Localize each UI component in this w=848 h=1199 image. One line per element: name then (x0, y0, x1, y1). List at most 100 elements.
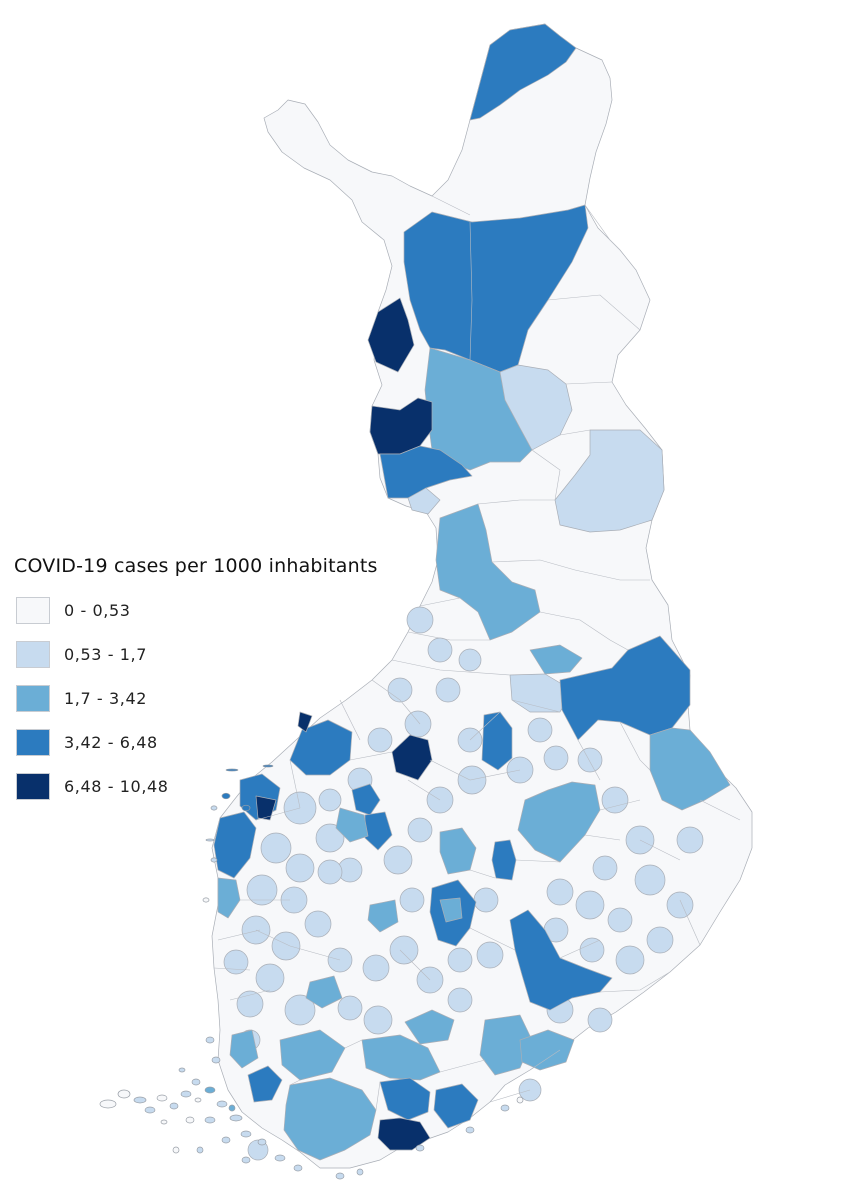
legend-swatch (16, 728, 50, 756)
island (194, 1097, 202, 1103)
municipality-region (236, 990, 264, 1018)
municipality-border (565, 381, 613, 385)
municipality-border (289, 759, 301, 809)
municipality-border (577, 739, 601, 781)
municipality-border (339, 699, 361, 741)
legend-item-class-4: 3,42 - 6,48 (14, 720, 414, 764)
municipality-region (318, 788, 342, 812)
municipality-region (491, 839, 517, 881)
municipality-region (317, 859, 343, 885)
municipality-region (399, 887, 425, 913)
municipality-region (351, 783, 381, 816)
island (262, 764, 274, 768)
municipality-region (646, 926, 674, 954)
municipality-region (403, 204, 589, 373)
municipality-border (371, 679, 421, 725)
island (240, 1130, 252, 1138)
map-legend: COVID-19 cases per 1000 inhabitants 0 - … (14, 553, 414, 808)
legend-swatch (16, 640, 50, 668)
municipality-region (666, 891, 694, 919)
municipality-region (447, 947, 473, 973)
island (160, 1119, 168, 1125)
legend-swatch (16, 596, 50, 624)
municipality-region (607, 907, 633, 933)
island (516, 1096, 524, 1104)
municipality-border (531, 449, 561, 501)
municipality-region (247, 1065, 283, 1103)
municipality-region (407, 817, 433, 843)
municipality-region (246, 874, 278, 906)
municipality-region (479, 1014, 533, 1076)
municipality-border (469, 221, 473, 361)
municipality-region (435, 503, 541, 641)
legend-swatch (16, 684, 50, 712)
municipality-region (255, 963, 285, 993)
municipality-border (407, 631, 490, 641)
municipality-border (407, 779, 441, 801)
island (210, 857, 218, 863)
municipality-border (699, 799, 741, 821)
island (500, 1104, 510, 1112)
municipality-borders (213, 195, 741, 1111)
municipality-region (592, 855, 618, 881)
island (196, 1146, 204, 1154)
municipality-border (391, 659, 511, 676)
municipality-region (404, 1009, 455, 1045)
legend-label: 0 - 0,53 (64, 600, 131, 620)
island (211, 1056, 221, 1064)
municipality-border (431, 195, 471, 216)
municipality-region (439, 897, 463, 923)
municipality-region (363, 1005, 393, 1035)
municipality-border (679, 899, 701, 946)
municipality-region (213, 811, 257, 879)
municipality-region (427, 637, 453, 663)
municipality-border (439, 1059, 486, 1073)
island (117, 1089, 131, 1099)
municipality-region (649, 727, 731, 811)
municipality-region (529, 644, 583, 675)
municipality-border (539, 611, 629, 651)
municipality-region (279, 1029, 346, 1081)
municipality-border (491, 559, 576, 571)
municipality-region (379, 445, 473, 499)
municipality-region (217, 877, 241, 919)
island (144, 1106, 156, 1114)
municipality-region (546, 878, 574, 906)
island (257, 1138, 267, 1146)
municipality-region (305, 975, 343, 1009)
municipality-border (639, 839, 681, 861)
legend-label: 6,48 - 10,48 (64, 776, 169, 796)
island (204, 1086, 216, 1094)
municipality-border (349, 751, 393, 761)
municipality-border (619, 721, 651, 771)
municipality-region (260, 832, 292, 864)
municipality-region (285, 853, 315, 883)
municipality-region (517, 781, 601, 863)
municipality-border (217, 929, 261, 941)
legend-label: 1,7 - 3,42 (64, 688, 148, 708)
island (191, 1078, 201, 1086)
island (172, 1146, 180, 1154)
island (241, 1156, 251, 1164)
municipality-border (529, 1049, 561, 1071)
municipality-region (304, 910, 332, 938)
municipality-region (499, 364, 573, 451)
municipality-border (469, 869, 496, 879)
legend-title: COVID-19 cases per 1000 inhabitants (14, 555, 378, 577)
municipality-region (315, 823, 345, 853)
municipality-region (433, 1083, 479, 1129)
island (210, 805, 218, 811)
municipality-border (399, 949, 431, 981)
island (99, 1099, 117, 1109)
municipality-region (601, 786, 629, 814)
municipality-region (519, 1029, 575, 1071)
municipality-border (477, 499, 555, 505)
municipality-border (469, 927, 516, 951)
municipality-border (429, 759, 521, 781)
island (180, 1090, 192, 1098)
island (169, 1102, 179, 1110)
municipality-region (271, 931, 301, 961)
municipality-region (335, 807, 369, 843)
municipality-region (255, 795, 277, 821)
